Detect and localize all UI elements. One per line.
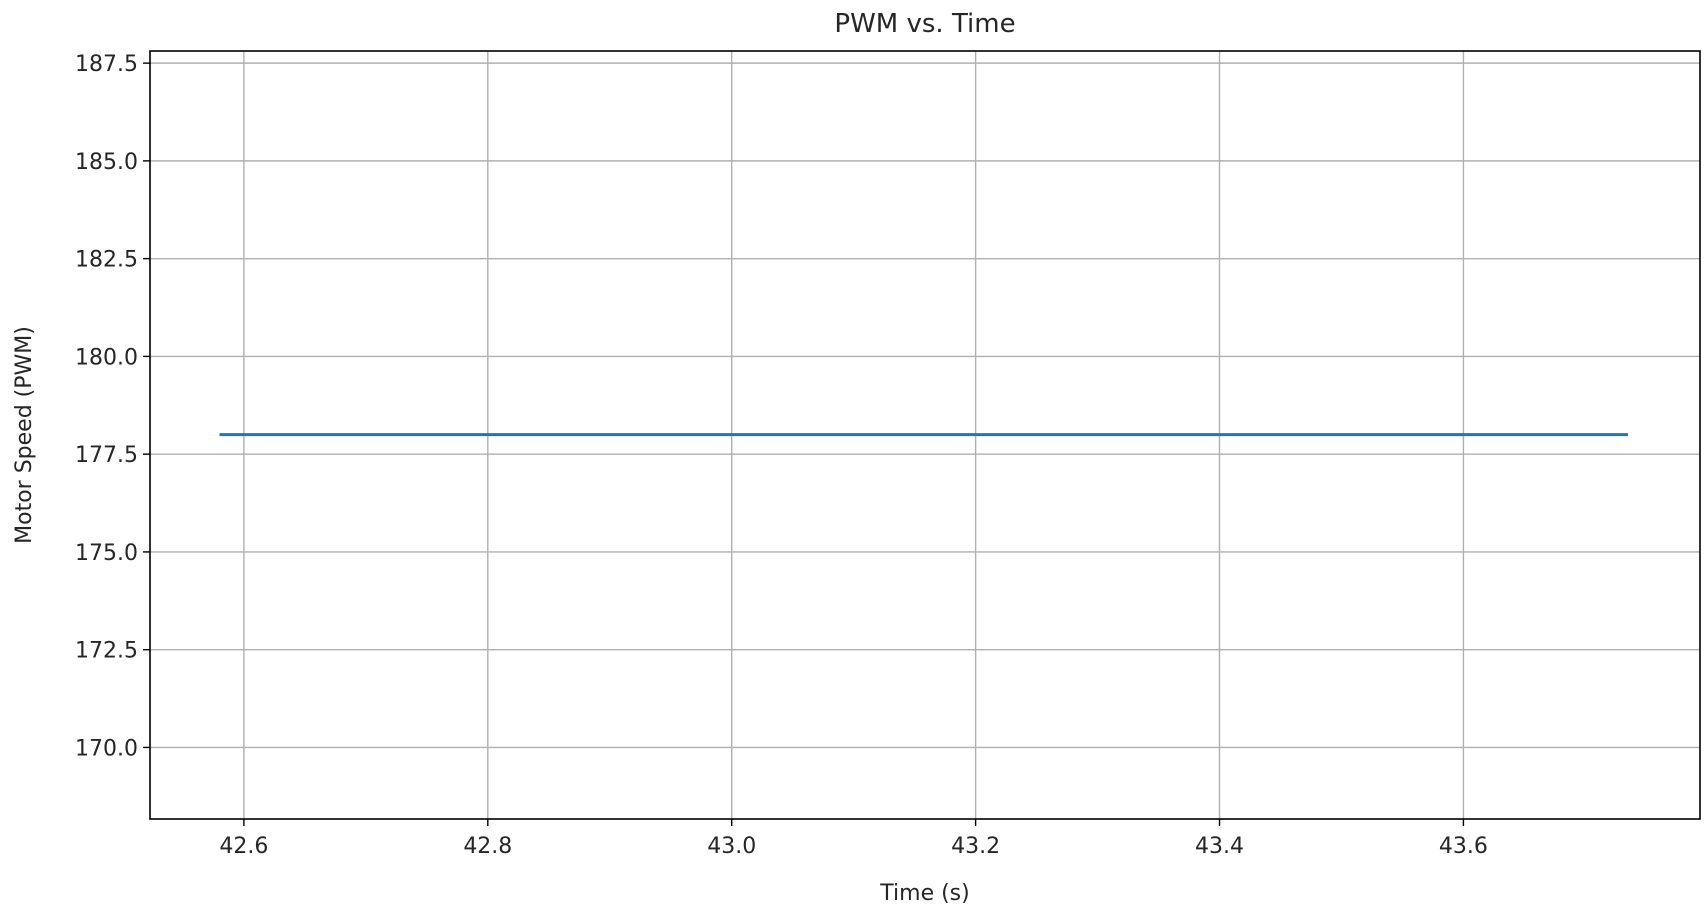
y-axis-label: Motor Speed (PWM): [12, 326, 37, 544]
plot-frame: [149, 50, 1701, 820]
y-tick-label: 182.5: [75, 248, 138, 273]
x-tick-label: 42.6: [219, 834, 268, 859]
x-tick-label: 42.8: [463, 834, 512, 859]
x-tick-label: 43.2: [951, 834, 1000, 859]
y-tick-label: 172.5: [75, 639, 138, 664]
y-tick-label: 170.0: [75, 736, 138, 761]
x-tick-label: 43.6: [1439, 834, 1488, 859]
y-tick-label: 185.0: [75, 150, 138, 175]
y-tick-label: 177.5: [75, 443, 138, 468]
x-axis-label: Time (s): [879, 881, 969, 906]
x-axis-ticks: 42.6 42.8 43.0 43.2 43.4 43.6: [219, 819, 1488, 859]
y-axis-ticks: 170.0 172.5 175.0 177.5 180.0 182.5 185.0 187.5: [75, 52, 150, 761]
x-tick-label: 43.4: [1195, 834, 1244, 859]
y-tick-label: 175.0: [75, 541, 138, 566]
y-tick-label: 180.0: [75, 345, 138, 370]
x-tick-label: 43.0: [707, 834, 756, 859]
chart-title: PWM vs. Time: [834, 9, 1015, 39]
y-tick-label: 187.5: [75, 52, 138, 77]
